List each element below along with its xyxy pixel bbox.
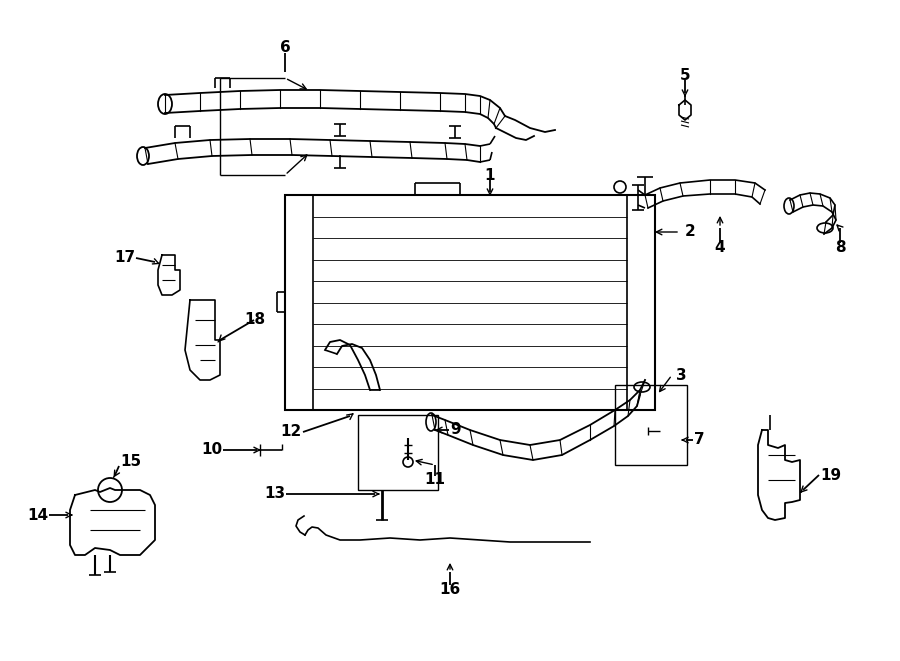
Text: 7: 7 [694, 432, 705, 447]
Text: 3: 3 [676, 368, 687, 383]
Bar [615, 385, 687, 465]
Text: 10: 10 [201, 442, 222, 457]
Text: 12: 12 [281, 424, 302, 440]
Bar [358, 415, 438, 490]
Text: 1: 1 [485, 167, 495, 182]
Text: 2: 2 [685, 225, 696, 239]
Text: 11: 11 [425, 473, 446, 488]
Text: 5: 5 [680, 67, 690, 83]
Text: 15: 15 [120, 455, 141, 469]
Bar [285, 195, 655, 410]
Text: 9: 9 [450, 422, 461, 438]
Text: 4: 4 [715, 241, 725, 256]
Text: 17: 17 [114, 251, 135, 266]
Text: 18: 18 [245, 313, 266, 327]
Text: 14: 14 [27, 508, 48, 522]
Text: 13: 13 [264, 486, 285, 502]
Bar [627, 195, 655, 410]
Bar [285, 195, 313, 410]
Text: 8: 8 [834, 241, 845, 256]
Text: 6: 6 [280, 40, 291, 56]
Text: 19: 19 [820, 467, 842, 483]
Text: 16: 16 [439, 582, 461, 598]
